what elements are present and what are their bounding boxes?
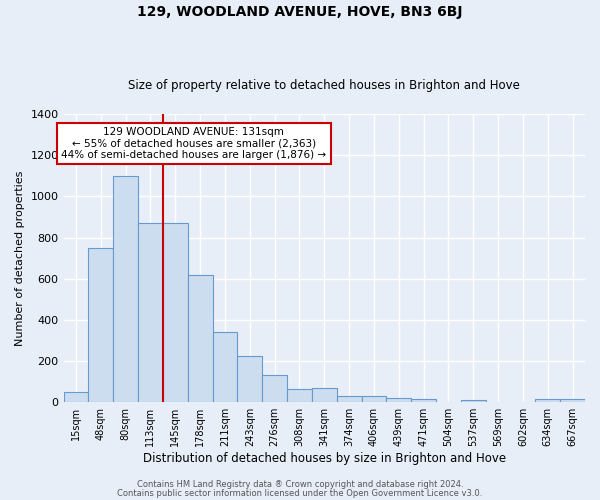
Text: Contains public sector information licensed under the Open Government Licence v3: Contains public sector information licen… (118, 488, 482, 498)
Bar (238, 356, 262, 402)
Y-axis label: Number of detached properties: Number of detached properties (15, 170, 25, 346)
Bar (88, 248, 113, 402)
Title: Size of property relative to detached houses in Brighton and Hove: Size of property relative to detached ho… (128, 79, 520, 92)
Bar (411, 399, 436, 402)
Bar (163, 223, 188, 402)
Text: Contains HM Land Registry data ® Crown copyright and database right 2024.: Contains HM Land Registry data ® Crown c… (137, 480, 463, 489)
Bar (138, 223, 163, 402)
Bar (560, 399, 585, 402)
Bar (535, 399, 560, 402)
Bar (461, 400, 485, 402)
Bar (287, 389, 312, 402)
Bar (362, 396, 386, 402)
Bar (337, 396, 362, 402)
Bar (188, 274, 212, 402)
Bar (113, 176, 138, 402)
X-axis label: Distribution of detached houses by size in Brighton and Hove: Distribution of detached houses by size … (143, 452, 506, 465)
Bar (64, 392, 88, 402)
Bar (386, 398, 411, 402)
Text: 129, WOODLAND AVENUE, HOVE, BN3 6BJ: 129, WOODLAND AVENUE, HOVE, BN3 6BJ (137, 5, 463, 19)
Bar (212, 332, 238, 402)
Text: 129 WOODLAND AVENUE: 131sqm
← 55% of detached houses are smaller (2,363)
44% of : 129 WOODLAND AVENUE: 131sqm ← 55% of det… (61, 127, 326, 160)
Bar (262, 376, 287, 402)
Bar (312, 388, 337, 402)
